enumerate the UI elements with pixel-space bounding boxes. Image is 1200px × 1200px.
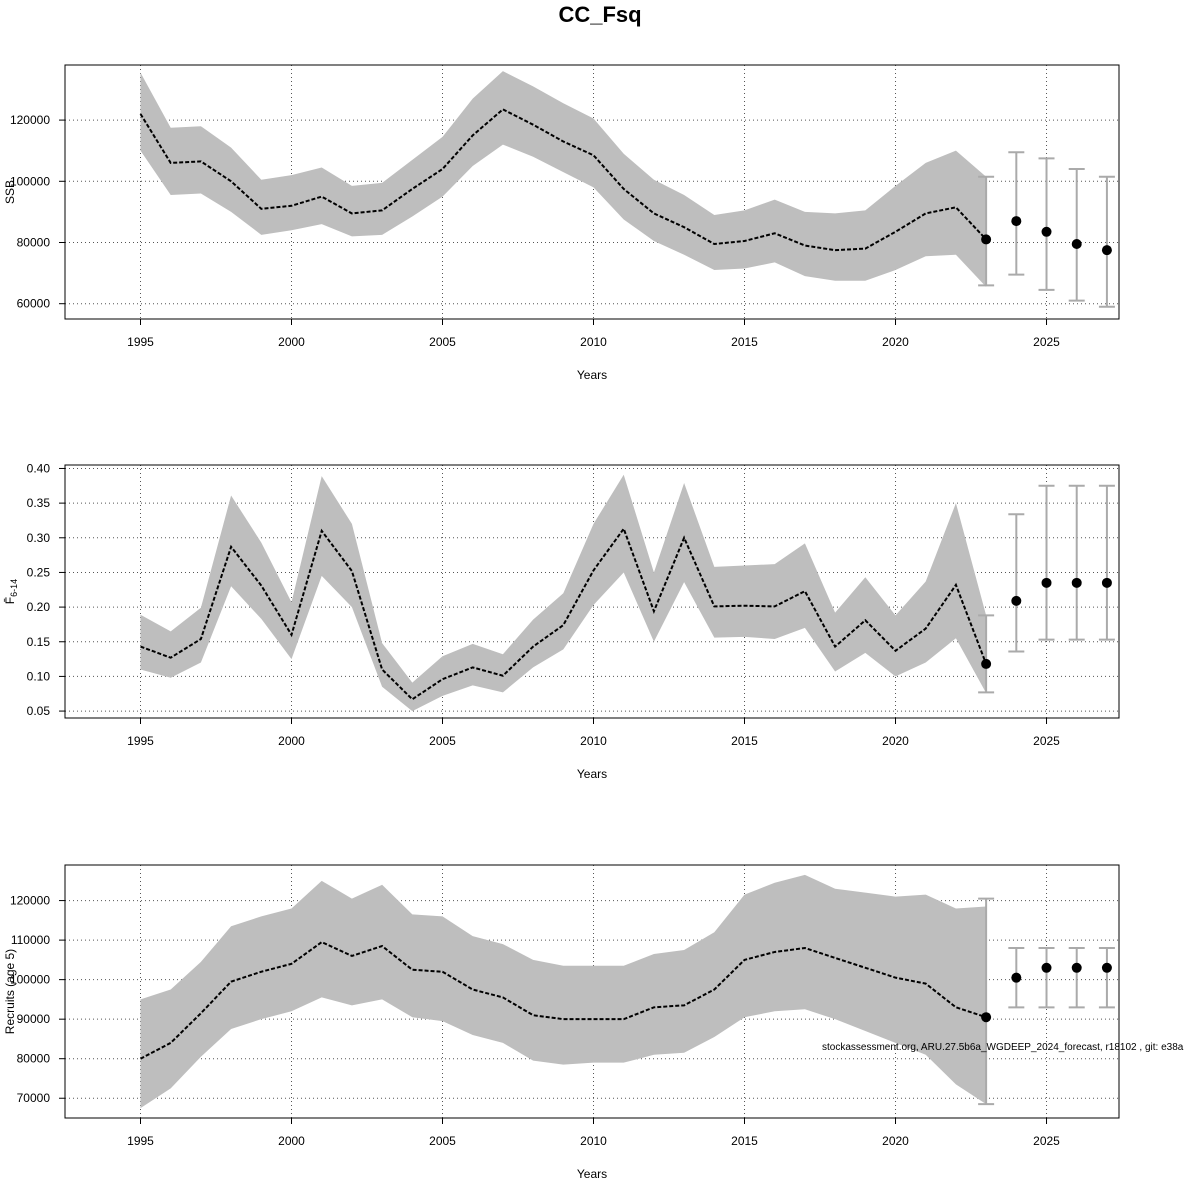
y-tick-label: 0.30 [27, 531, 51, 545]
forecast-point [1071, 239, 1082, 250]
y-axis-label-subscript: 6-14 [9, 579, 19, 597]
forecast-point [1071, 962, 1082, 973]
y-tick-label: 100000 [10, 174, 50, 188]
x-tick-label: 1995 [127, 335, 154, 349]
confidence-band [140, 474, 987, 712]
x-tick-label: 2000 [278, 734, 305, 748]
x-tick-label: 2005 [429, 335, 456, 349]
plot-frame [64, 464, 1120, 719]
y-tick-label: 80000 [17, 235, 51, 249]
chart-title: CC_Fsq [558, 2, 642, 27]
y-tick-label: 110000 [11, 933, 50, 947]
y-tick-label: 0.15 [27, 635, 51, 649]
x-tick-label: 2025 [1033, 1134, 1060, 1148]
y-tick-label: 0.20 [27, 600, 51, 614]
y-tick-label: 120000 [10, 113, 50, 127]
estimate-line [140, 940, 987, 1060]
forecast-point [1071, 577, 1082, 588]
x-tick-label: 2015 [731, 335, 758, 349]
forecast-point [981, 234, 992, 245]
x-tick-label: 2025 [1033, 734, 1060, 748]
x-tick-label: 2010 [580, 734, 607, 748]
y-tick-label: 0.10 [27, 669, 51, 683]
ssb-panel: 1995 2000 2005 2010 2015 2020 2025 60000 80000 10… [3, 64, 1120, 382]
y-tick-label: 80000 [17, 1052, 51, 1066]
y-tick-label: 60000 [17, 297, 51, 311]
x-tick-label: 2020 [882, 1134, 909, 1148]
y-tick-label: 120000 [10, 894, 50, 908]
footer-credit: stockassessment.org, ARU.27.5b6a_WGDEEP_… [822, 1042, 1184, 1053]
x-tick-label: 2005 [429, 734, 456, 748]
fbar-panel: 1995 2000 2005 2010 2015 2020 2025 0.05 0.10 0.15… [3, 461, 1120, 781]
forecast-point [1011, 972, 1022, 983]
x-tick-label: 2000 [278, 335, 305, 349]
recruits-panel: 1995 2000 2005 2010 2015 2020 2025 70000 80000 90… [3, 864, 1120, 1181]
forecast-point [981, 1012, 992, 1023]
y-tick-label: 70000 [17, 1091, 51, 1105]
y-axis-label: F̄6-14 [3, 579, 19, 604]
y-tick-label: 0.05 [27, 704, 51, 718]
forecast-point [1041, 962, 1052, 973]
y-tick-label: 90000 [17, 1012, 51, 1026]
x-tick-label: 1995 [127, 734, 154, 748]
y-axis-label: Recruits (age 5) [3, 949, 17, 1034]
x-tick-label: 2020 [882, 734, 909, 748]
forecast-point [1101, 962, 1112, 973]
x-axis-label: Years [577, 767, 607, 781]
x-tick-label: 2010 [580, 1134, 607, 1148]
y-tick-label: 0.35 [27, 496, 51, 510]
forecast-point [981, 658, 992, 669]
plot-frame [64, 864, 1120, 1119]
x-tick-label: 2010 [580, 335, 607, 349]
forecast-point [1041, 577, 1052, 588]
confidence-band [140, 71, 987, 287]
plot-frame [64, 64, 1120, 320]
estimate-line [139, 108, 987, 252]
y-tick-label: 0.25 [27, 565, 51, 579]
x-tick-label: 2000 [278, 1134, 305, 1148]
x-tick-label: 1995 [127, 1134, 154, 1148]
y-tick-label: 0.40 [27, 461, 51, 475]
forecast-point [1101, 577, 1112, 588]
forecast-point [1011, 216, 1022, 227]
x-tick-label: 2020 [882, 335, 909, 349]
x-tick-label: 2025 [1033, 335, 1060, 349]
x-axis-label: Years [577, 368, 607, 382]
confidence-band [140, 874, 987, 1109]
forecast-point [1011, 595, 1022, 606]
x-tick-label: 2005 [429, 1134, 456, 1148]
estimate-line [140, 526, 988, 701]
y-tick-label: 100000 [10, 973, 50, 987]
forecast-point [1101, 245, 1112, 256]
forecast-point [1041, 226, 1052, 237]
x-axis-label: Years [577, 1167, 607, 1181]
x-tick-label: 2015 [731, 734, 758, 748]
y-axis-label: SSB [3, 180, 17, 204]
x-tick-label: 2015 [731, 1134, 758, 1148]
